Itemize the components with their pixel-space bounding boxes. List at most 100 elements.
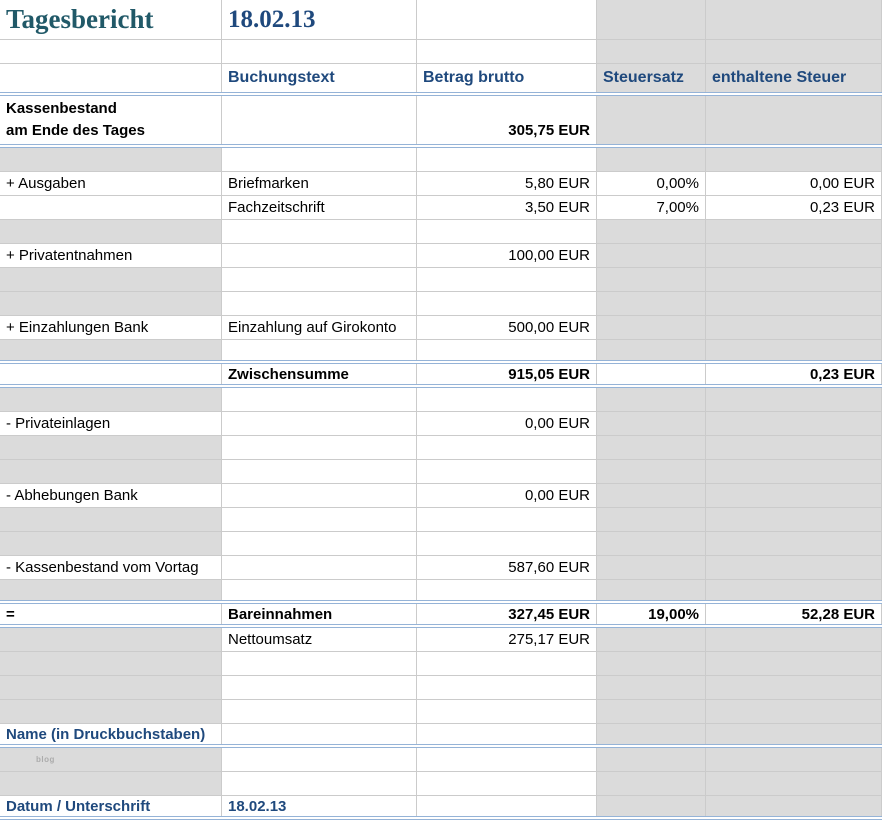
table-cell [222,652,417,675]
table-cell [706,700,882,723]
table-cell [222,580,417,600]
table-cell [222,724,417,744]
table-cell [417,40,597,63]
table-cell [706,268,882,291]
table-row: Zwischensumme 915,05 EUR 0,23 EUR [0,364,882,388]
table-cell [222,772,417,795]
table-row: = Bareinnahmen 327,45 EUR 19,00% 52,28 EUR [0,604,882,628]
table-row [0,340,882,364]
table-row: + Einzahlungen Bank Einzahlung auf Giroko… [0,316,882,340]
table-cell [597,796,706,816]
table-cell [597,724,706,744]
table-cell [597,676,706,699]
table-cell [417,580,597,600]
table-cell [597,316,706,339]
table-cell [706,436,882,459]
table-cell [706,0,882,39]
table-cell: 275,17 EUR [417,628,597,651]
table-cell: 18.02.13 [222,0,417,39]
table-cell [0,388,222,411]
table-row [0,292,882,316]
table-row [0,676,882,700]
table-cell [417,340,597,360]
table-row: Buchungstext Betrag brutto Steuersatz entha… [0,64,882,96]
table-cell: 0,00% [597,172,706,195]
table-cell: - Privateinlagen [0,412,222,435]
table-cell [417,796,597,816]
table-cell [222,748,417,771]
table-row: - Privateinlagen 0,00 EUR [0,412,882,436]
table-cell [417,532,597,555]
table-cell: - Kassenbestand vom Vortag [0,556,222,579]
table-row [0,460,882,484]
table-cell [706,412,882,435]
table-cell [222,508,417,531]
table-cell [417,220,597,243]
table-cell [417,508,597,531]
table-cell: 500,00 EUR [417,316,597,339]
table-cell [706,244,882,267]
table-cell [222,388,417,411]
table-cell [706,796,882,816]
table-cell: 0,00 EUR [417,484,597,507]
table-cell [706,724,882,744]
table-cell [597,96,706,144]
table-row: - Kassenbestand vom Vortag 587,60 EUR [0,556,882,580]
table-cell [0,532,222,555]
table-cell [417,652,597,675]
table-row: blog [0,748,882,772]
watermark: blog [0,748,222,771]
table-cell [597,700,706,723]
table-cell [706,556,882,579]
table-row [0,148,882,172]
table-cell [706,96,882,144]
table-cell [0,580,222,600]
table-cell: + Einzahlungen Bank [0,316,222,339]
table-row [0,508,882,532]
table-cell [597,436,706,459]
table-cell: 0,23 EUR [706,196,882,219]
table-cell [597,364,706,384]
table-row [0,220,882,244]
table-cell [706,148,882,171]
table-cell: 100,00 EUR [417,244,597,267]
table-row [0,532,882,556]
table-cell [222,40,417,63]
table-row [0,268,882,292]
table-cell [0,460,222,483]
table-cell: Einzahlung auf Girokonto [222,316,417,339]
table-cell: 587,60 EUR [417,556,597,579]
table-cell [706,40,882,63]
table-cell [0,196,222,219]
table-cell [597,460,706,483]
table-cell: = [0,604,222,624]
table-cell: 327,45 EUR [417,604,597,624]
table-cell: Kassenbestand am Ende des Tages [0,96,222,144]
table-cell: Steuersatz [597,64,706,92]
table-cell [597,340,706,360]
table-cell: 305,75 EUR [417,96,597,144]
table-cell: + Privatentnahmen [0,244,222,267]
table-cell: Betrag brutto [417,64,597,92]
table-cell [706,220,882,243]
table-cell: 18.02.13 [222,796,417,816]
table-cell [222,484,417,507]
table-cell [0,220,222,243]
table-cell [417,148,597,171]
table-cell [222,340,417,360]
table-cell [706,652,882,675]
table-cell [0,628,222,651]
table-cell [706,628,882,651]
table-cell: Fachzeitschrift [222,196,417,219]
table-cell: + Ausgaben [0,172,222,195]
table-cell: 0,00 EUR [706,172,882,195]
table-cell: enthaltene Steuer [706,64,882,92]
table-cell [222,244,417,267]
table-cell [706,772,882,795]
table-cell [222,148,417,171]
table-cell [417,676,597,699]
table-cell: 5,80 EUR [417,172,597,195]
table-row [0,772,882,796]
table-cell [597,244,706,267]
